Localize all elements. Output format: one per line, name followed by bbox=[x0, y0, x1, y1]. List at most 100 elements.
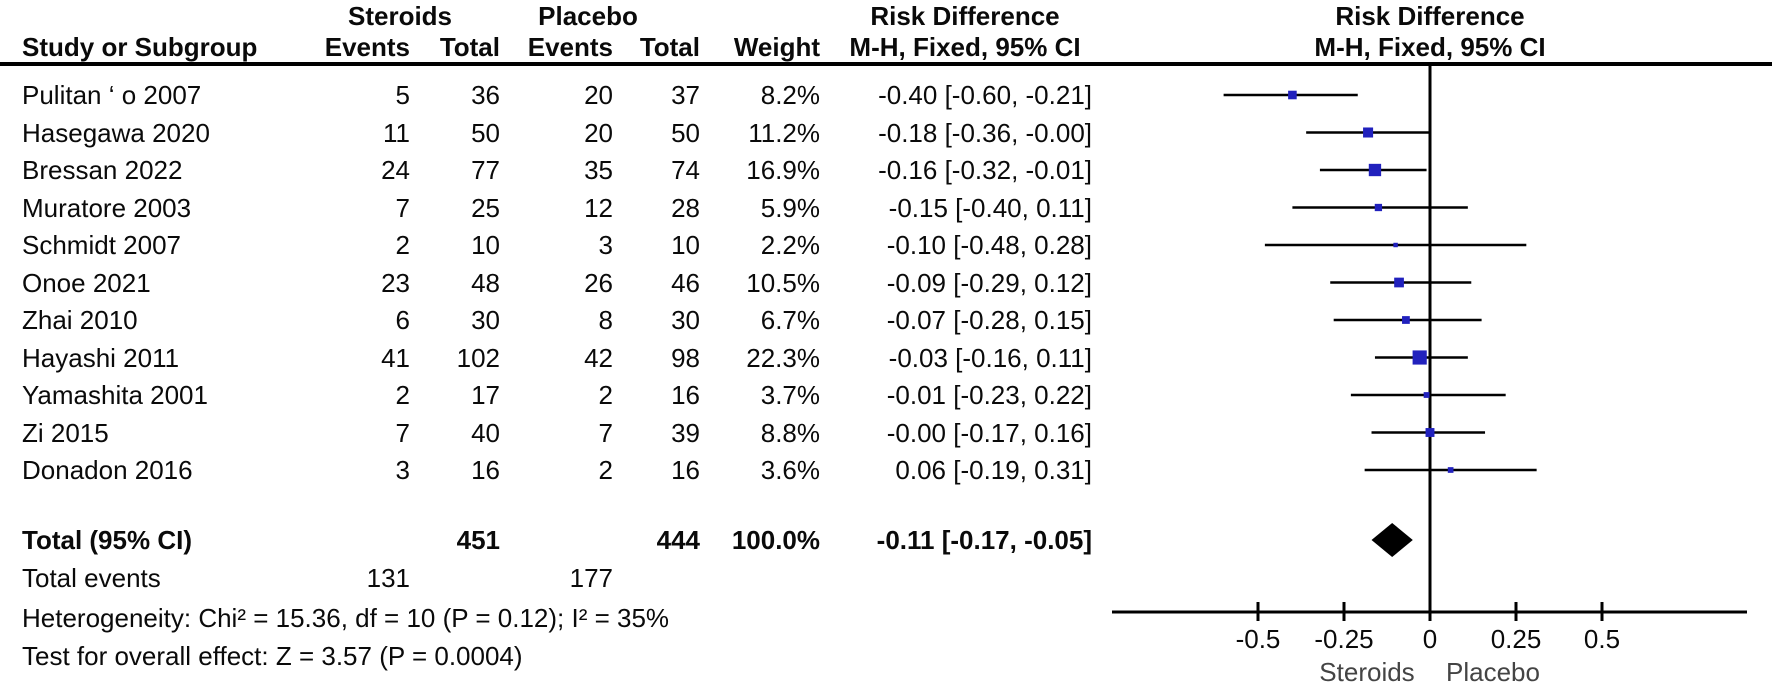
effect-square bbox=[1363, 127, 1374, 138]
p-events-cell: 2 bbox=[598, 455, 613, 485]
p-total-cell: 39 bbox=[671, 417, 700, 448]
heterogeneity-stats: Heterogeneity: Chi² = 15.36, df = 10 (P … bbox=[22, 603, 670, 633]
effect-square bbox=[1423, 392, 1430, 398]
column-header-steroids-events: Events bbox=[324, 32, 410, 62]
p-events-cell: 20 bbox=[584, 117, 613, 148]
p-events-cell: 2 bbox=[598, 380, 613, 410]
column-header-method: M-H, Fixed, 95% CI bbox=[849, 32, 1081, 62]
total-ci: -0.11 [-0.17, -0.05] bbox=[876, 525, 1092, 555]
p-events-cell: 20 bbox=[584, 80, 613, 110]
p-total-cell: 28 bbox=[671, 192, 700, 223]
s-total-cell: 17 bbox=[471, 380, 500, 410]
s-total-cell: 102 bbox=[456, 342, 500, 373]
ci-text-cell: -0.09 [-0.29, 0.12] bbox=[886, 267, 1092, 298]
column-header-placebo-events: Events bbox=[527, 32, 613, 62]
column-header-placebo-total: Total bbox=[639, 32, 700, 62]
p-events-cell: 42 bbox=[584, 342, 613, 373]
column-group-placebo: Placebo bbox=[538, 1, 638, 31]
weight-cell: 16.9% bbox=[746, 155, 820, 185]
effect-square bbox=[1425, 428, 1435, 437]
weight-cell: 10.5% bbox=[746, 267, 820, 298]
s-events-cell: 7 bbox=[395, 417, 410, 448]
column-group-steroids: Steroids bbox=[347, 1, 453, 31]
weight-cell: 8.8% bbox=[760, 417, 820, 448]
weight-cell: 8.2% bbox=[760, 80, 820, 110]
p-total-cell: 10 bbox=[671, 230, 700, 260]
s-events-cell: 2 bbox=[395, 380, 410, 410]
effect-square bbox=[1402, 316, 1410, 324]
ci-text-cell: 0.06 [-0.19, 0.31] bbox=[895, 455, 1092, 485]
plot-header-risk-difference: Risk Difference bbox=[1335, 1, 1525, 31]
p-total-cell: 37 bbox=[671, 80, 700, 110]
s-total-cell: 30 bbox=[471, 305, 500, 335]
s-events-cell: 3 bbox=[395, 455, 410, 485]
total-row-label: Total (95% CI) bbox=[22, 525, 192, 555]
s-total-cell: 50 bbox=[471, 117, 500, 148]
p-events-cell: 26 bbox=[584, 267, 613, 298]
axis-tick-label: 0.5 bbox=[1584, 624, 1620, 654]
p-total-cell: 46 bbox=[671, 267, 700, 298]
s-total-cell: 25 bbox=[471, 192, 500, 223]
p-events-cell: 7 bbox=[598, 417, 613, 448]
overall-effect-test: Test for overall effect: Z = 3.57 (P = 0… bbox=[22, 641, 523, 671]
axis-tick-label: 0.25 bbox=[1491, 624, 1542, 654]
weight-cell: 6.7% bbox=[760, 305, 820, 335]
effect-square bbox=[1394, 277, 1404, 288]
study-cell: Hasegawa 2020 bbox=[22, 117, 210, 148]
s-total-cell: 48 bbox=[471, 267, 500, 298]
column-header-steroids-total: Total bbox=[439, 32, 500, 62]
ci-text-cell: -0.18 [-0.36, -0.00] bbox=[878, 117, 1092, 148]
weight-cell: 11.2% bbox=[748, 117, 820, 148]
p-events-cell: 8 bbox=[598, 305, 613, 335]
s-events-cell: 41 bbox=[381, 342, 410, 373]
axis-group-label-left: Steroids bbox=[1319, 657, 1414, 687]
effect-square bbox=[1447, 467, 1454, 473]
study-cell: Zhai 2010 bbox=[22, 305, 138, 335]
s-total-cell: 36 bbox=[471, 80, 500, 110]
p-total-cell: 16 bbox=[671, 380, 700, 410]
ci-text-cell: -0.16 [-0.32, -0.01] bbox=[878, 155, 1092, 185]
total-events-steroids: 131 bbox=[366, 563, 410, 593]
ci-text-cell: -0.00 [-0.17, 0.16] bbox=[886, 417, 1092, 448]
total-events-label: Total events bbox=[22, 563, 161, 593]
s-events-cell: 24 bbox=[381, 155, 410, 185]
weight-cell: 22.3% bbox=[746, 342, 820, 373]
s-events-cell: 5 bbox=[395, 80, 410, 110]
study-cell: Zi 2015 bbox=[22, 417, 109, 448]
weight-cell: 2.2% bbox=[760, 230, 820, 260]
weight-cell: 5.9% bbox=[760, 192, 820, 223]
effect-square bbox=[1374, 203, 1383, 212]
study-cell: Donadon 2016 bbox=[22, 455, 193, 485]
p-events-cell: 35 bbox=[584, 155, 613, 185]
s-events-cell: 7 bbox=[395, 192, 410, 223]
s-total-cell: 77 bbox=[471, 155, 500, 185]
weight-cell: 3.6% bbox=[760, 455, 820, 485]
study-cell: Muratore 2003 bbox=[22, 192, 192, 223]
ci-text-cell: -0.07 [-0.28, 0.15] bbox=[886, 305, 1092, 335]
ci-text-cell: -0.03 [-0.16, 0.11] bbox=[888, 342, 1092, 373]
s-total-cell: 10 bbox=[471, 230, 500, 260]
header-divider-rule bbox=[0, 62, 1772, 66]
plot-header-method: M-H, Fixed, 95% CI bbox=[1314, 32, 1546, 62]
study-cell: Pulitan ‘ o 2007 bbox=[22, 80, 202, 110]
effect-square bbox=[1288, 90, 1297, 100]
weight-cell: 3.7% bbox=[760, 380, 820, 410]
column-header-weight: Weight bbox=[733, 32, 820, 62]
study-cell: Hayashi 2011 bbox=[22, 342, 180, 373]
total-placebo-n: 444 bbox=[656, 525, 700, 555]
total-weight: 100.0% bbox=[731, 525, 820, 555]
column-header-risk-difference: Risk Difference bbox=[870, 1, 1060, 31]
effect-square bbox=[1368, 163, 1382, 177]
p-events-cell: 3 bbox=[598, 230, 613, 260]
study-cell: Bressan 2022 bbox=[22, 155, 183, 185]
study-cell: Yamashita 2001 bbox=[22, 380, 208, 410]
effect-square bbox=[1393, 242, 1398, 248]
s-events-cell: 11 bbox=[383, 117, 410, 148]
s-total-cell: 16 bbox=[471, 455, 500, 485]
p-total-cell: 16 bbox=[671, 455, 700, 485]
p-total-cell: 74 bbox=[671, 155, 700, 185]
axis-group-label-right: Placebo bbox=[1446, 657, 1540, 687]
ci-text-cell: -0.01 [-0.23, 0.22] bbox=[886, 380, 1092, 410]
